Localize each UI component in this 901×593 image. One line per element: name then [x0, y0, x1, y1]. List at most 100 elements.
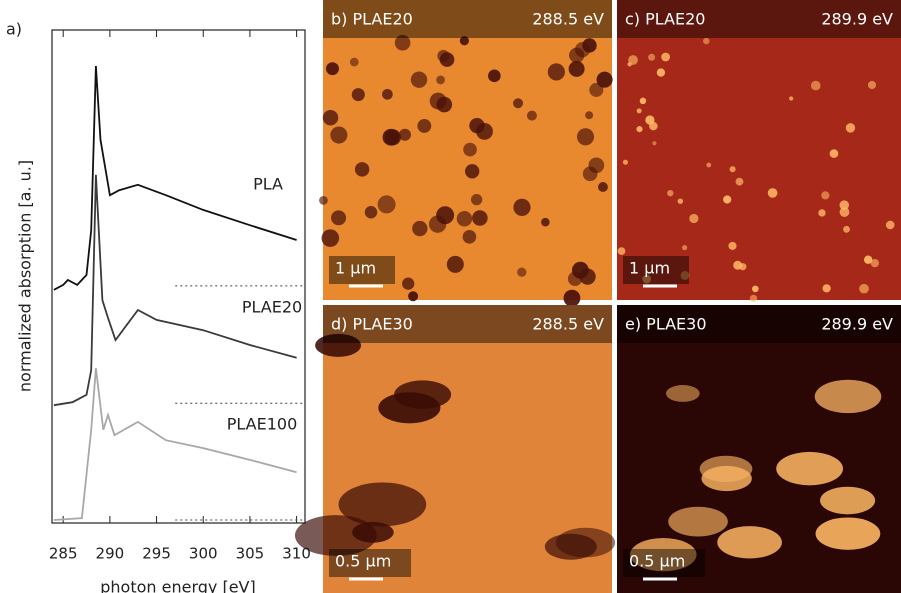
- texture-spot: [382, 88, 393, 100]
- texture-spot: [723, 195, 732, 204]
- scale-label: 0.5 µm: [335, 552, 391, 571]
- texture-spot: [677, 198, 684, 204]
- panel-energy: 289.9 eV: [821, 10, 893, 29]
- texture-spot: [822, 284, 831, 293]
- texture-spot: [352, 521, 394, 543]
- texture-spot: [776, 451, 844, 486]
- texture-spot: [735, 177, 744, 186]
- texture-spot: [349, 57, 359, 67]
- texture-spot: [706, 162, 712, 168]
- texture-spot: [402, 277, 415, 290]
- texture-spot: [446, 255, 464, 273]
- texture-spot: [436, 75, 445, 85]
- texture-spot: [456, 211, 473, 227]
- series-label: PLAE20: [242, 298, 302, 317]
- texture-spot: [364, 206, 378, 219]
- texture-spot: [667, 189, 674, 197]
- texture-spot: [429, 92, 447, 110]
- series-line: [53, 65, 297, 291]
- texture-spot: [845, 123, 856, 133]
- scale-label: 0.5 µm: [629, 552, 685, 571]
- texture-spot: [437, 49, 450, 62]
- texture-spot: [652, 141, 657, 146]
- label-strip: [323, 305, 612, 343]
- series-line: [53, 174, 297, 407]
- panel-title: b) PLAE20: [331, 10, 413, 29]
- texture-spot: [636, 108, 642, 114]
- texture-spot: [476, 122, 493, 140]
- texture-spot: [579, 268, 596, 285]
- texture-spot: [642, 274, 652, 284]
- panel-title: e) PLAE30: [625, 315, 707, 334]
- texture-spot: [563, 289, 581, 307]
- texture-spot: [649, 121, 658, 131]
- texture-spot: [488, 69, 501, 83]
- texture-spot: [867, 80, 877, 90]
- series-line: [53, 368, 297, 521]
- texture-spot: [319, 195, 328, 205]
- texture-spot: [377, 195, 396, 214]
- texture-spot: [885, 220, 895, 230]
- texture-spot: [689, 213, 699, 224]
- scale-label: 1 µm: [629, 259, 670, 278]
- series-label: PLAE100: [227, 415, 298, 434]
- texture-spot: [598, 182, 608, 192]
- texture-spot: [596, 71, 613, 88]
- texture-spot: [588, 157, 605, 174]
- texture-spot: [547, 63, 565, 81]
- panel-energy: 288.5 eV: [532, 10, 604, 29]
- texture-spot: [699, 455, 753, 483]
- texture-spot: [589, 82, 604, 97]
- texture-spot: [544, 533, 597, 560]
- texture-spot: [729, 166, 736, 173]
- texture-spot: [682, 244, 688, 251]
- texture-spot: [412, 220, 428, 237]
- x-tick-label: 300: [189, 545, 218, 563]
- texture-spot: [728, 241, 737, 250]
- texture-spot: [870, 258, 880, 268]
- texture-spot: [321, 229, 340, 247]
- texture-spot: [630, 538, 697, 572]
- texture-spot: [749, 294, 758, 303]
- texture-spot: [394, 34, 411, 51]
- texture-spot: [810, 80, 821, 91]
- texture-spot: [576, 128, 595, 146]
- texture-spot: [617, 247, 626, 255]
- x-tick-label: 295: [142, 545, 171, 563]
- plot-frame: [51, 29, 306, 524]
- texture-spot: [767, 188, 778, 198]
- texture-spot: [354, 162, 370, 177]
- texture-spot: [733, 260, 743, 270]
- panel-energy: 288.5 eV: [532, 315, 604, 334]
- texture-spot: [818, 209, 826, 217]
- panel-energy: 289.9 eV: [821, 315, 893, 334]
- texture-spot: [459, 36, 469, 46]
- texture-spot: [843, 225, 850, 233]
- texture-spot: [661, 52, 671, 62]
- texture-spot: [513, 98, 524, 109]
- texture-spot: [470, 193, 483, 206]
- scale-box: [329, 256, 395, 284]
- x-tick-label: 305: [236, 545, 265, 563]
- texture-spot: [789, 96, 794, 101]
- texture-spot: [338, 482, 427, 527]
- texture-spot: [574, 42, 591, 58]
- texture-spot: [717, 526, 782, 559]
- texture-spot: [656, 68, 666, 77]
- x-tick-label: 310: [282, 545, 311, 563]
- texture-spot: [668, 506, 728, 537]
- scale-box: [623, 256, 689, 284]
- texture-spot: [821, 191, 830, 200]
- texture-spot: [351, 88, 365, 102]
- texture-spot: [472, 210, 488, 226]
- panel-label: a): [6, 20, 22, 39]
- texture-spot: [864, 255, 873, 264]
- texture-spot: [752, 285, 759, 293]
- texture-spot: [398, 128, 411, 141]
- label-strip: [323, 0, 612, 38]
- texture-spot: [378, 392, 441, 424]
- texture-spot: [622, 159, 629, 165]
- texture-spot: [665, 385, 700, 402]
- texture-spot: [815, 517, 881, 550]
- texture-spot: [567, 271, 583, 286]
